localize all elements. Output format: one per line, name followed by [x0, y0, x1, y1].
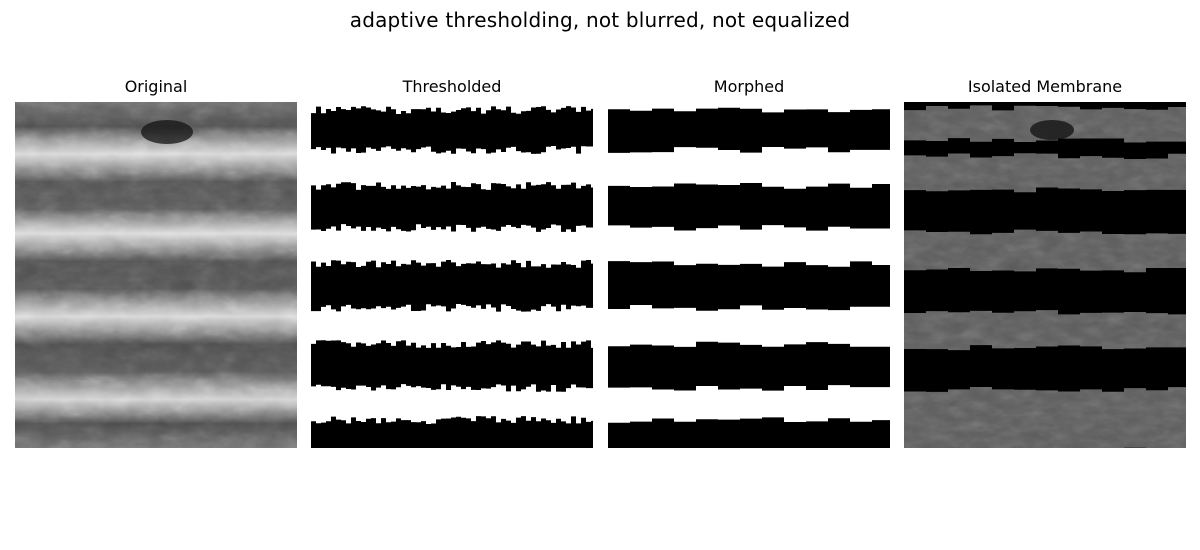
svg-morph-band-2 — [608, 183, 890, 231]
original-noise — [15, 102, 297, 448]
svg-thresh-band-3 — [311, 260, 593, 312]
isolated-membrane-image — [904, 102, 1186, 448]
original-dark-spot — [141, 120, 193, 144]
panel-isolated: Isolated Membrane — [904, 76, 1186, 448]
thresholded-image — [311, 102, 593, 448]
panel-title-morphed: Morphed — [713, 77, 785, 96]
svg-thresh-band-1 — [311, 106, 593, 154]
panel-morphed: Morphed — [608, 76, 890, 448]
svg-morph-band-1 — [608, 107, 890, 153]
panel-title-original: Original — [124, 77, 188, 96]
panel-thresholded: Thresholded — [311, 76, 593, 448]
original-image — [15, 102, 297, 448]
morphed-image — [608, 102, 890, 448]
panel-original: Original — [15, 76, 297, 448]
svg-morph-band-4 — [608, 341, 890, 391]
panel-title-thresholded: Thresholded — [402, 77, 502, 96]
figure-title: adaptive thresholding, not blurred, not … — [349, 8, 851, 32]
svg-thresh-band-5 — [311, 416, 593, 448]
svg-morph-band-3 — [608, 261, 890, 311]
svg-morph-band-5 — [608, 417, 890, 448]
panel-title-isolated: Isolated Membrane — [967, 77, 1123, 96]
svg-thresh-band-2 — [311, 182, 593, 232]
svg-thresh-band-4 — [311, 340, 593, 392]
